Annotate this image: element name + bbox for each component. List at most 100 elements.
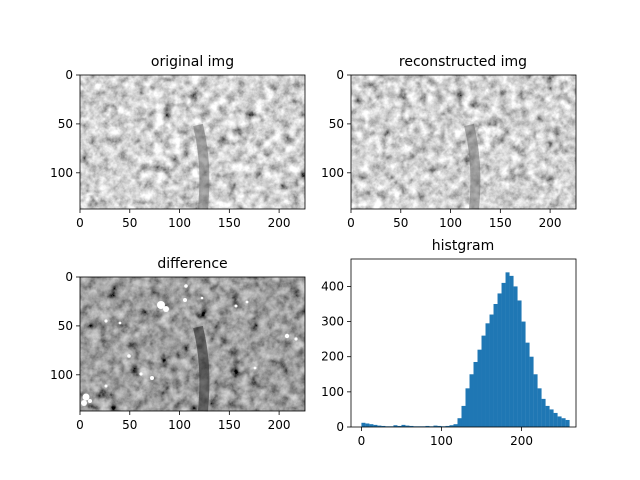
y-tick-label: 200: [321, 350, 344, 364]
histogram-bar: [437, 425, 442, 427]
subplot-title: difference: [157, 256, 227, 272]
difference-image-stem: [193, 325, 210, 412]
y-tick-label: 100: [50, 166, 73, 180]
y-tick-label: 50: [329, 117, 344, 131]
y-tick-label: 100: [321, 385, 344, 399]
histogram-bar: [497, 293, 502, 427]
x-tick-label: 0: [76, 216, 84, 230]
histogram-bar: [473, 361, 478, 427]
difference-highlights: [81, 284, 298, 406]
y-tick-label: 0: [65, 68, 73, 82]
histogram-bar: [525, 342, 530, 427]
x-tick-label: 0: [358, 434, 366, 448]
histogram-bar: [369, 424, 374, 427]
x-tick-label: 200: [539, 216, 562, 230]
difference-y-ticks: 0 50 100: [50, 270, 80, 382]
histogram-bar: [521, 321, 526, 427]
original-image: [80, 75, 305, 209]
y-tick-label: 0: [336, 420, 344, 434]
histogram-bar: [509, 275, 514, 427]
histogram-bar: [393, 425, 398, 427]
original-image-frame: [79, 74, 306, 210]
histogram-frame: [350, 258, 577, 428]
x-tick-label: 100: [430, 434, 453, 448]
original-y-ticks: 0 50 100: [50, 68, 80, 180]
y-tick-label: 100: [50, 368, 73, 382]
histogram-y-ticks: 0 100 200 300 400: [321, 279, 351, 434]
x-tick-label: 150: [218, 418, 241, 432]
x-tick-label: 100: [439, 216, 462, 230]
histogram-bar: [365, 423, 370, 427]
histogram-bar: [409, 425, 414, 427]
x-tick-label: 50: [393, 216, 408, 230]
histogram-bar: [537, 388, 542, 427]
y-tick-label: 400: [321, 279, 344, 293]
difference-image-frame: [79, 276, 306, 412]
original-image-stem: [193, 123, 210, 210]
subplot-original: original img 0 50 100 150 200 0 50 100: [50, 54, 306, 230]
histogram-bar: [433, 425, 438, 427]
histogram-bar: [561, 418, 566, 427]
histogram-bar: [513, 286, 518, 427]
histogram-bar: [449, 425, 454, 427]
reconstructed-image-frame: [350, 74, 577, 210]
histogram-bar: [425, 425, 430, 427]
histogram-bar: [489, 314, 494, 427]
reconstructed-x-ticks: 0 50 100 150 200: [347, 209, 562, 230]
histogram-bars: [361, 272, 570, 427]
original-x-ticks: 0 50 100 150 200: [76, 209, 291, 230]
x-tick-label: 100: [168, 216, 191, 230]
histogram-bar: [493, 303, 498, 427]
histogram-bar: [361, 422, 366, 427]
subplot-title: reconstructed img: [399, 54, 527, 70]
histogram-bar: [377, 425, 382, 427]
histogram-bar: [381, 425, 386, 427]
histogram-bar: [445, 425, 450, 427]
histogram-bar: [401, 424, 406, 427]
histogram-bar: [465, 388, 470, 427]
histogram-bar: [405, 425, 410, 427]
y-tick-label: 300: [321, 315, 344, 329]
x-tick-label: 200: [268, 216, 291, 230]
histogram-bar: [557, 416, 562, 427]
histogram-x-ticks: 0 100 200: [358, 427, 533, 448]
histogram-bar: [469, 374, 474, 427]
histogram-bar: [541, 398, 546, 427]
histogram-bar: [501, 282, 506, 427]
y-tick-label: 0: [65, 270, 73, 284]
histogram-bar: [553, 412, 558, 427]
histogram-bar: [485, 323, 490, 427]
histogram-bar: [533, 374, 538, 427]
subplot-reconstructed: reconstructed img 0 50 100 150 200 0 50 100: [321, 54, 577, 230]
difference-x-ticks: 0 50 100 150 200: [76, 411, 291, 432]
histogram-bar: [397, 425, 402, 427]
x-tick-label: 0: [76, 418, 84, 432]
histogram-bar: [517, 300, 522, 427]
histogram-bar: [529, 356, 534, 427]
y-tick-label: 100: [321, 166, 344, 180]
subplot-title: original img: [151, 54, 234, 70]
x-tick-label: 200: [268, 418, 291, 432]
x-tick-label: 200: [510, 434, 533, 448]
x-tick-label: 150: [218, 216, 241, 230]
x-tick-label: 100: [168, 418, 191, 432]
reconstructed-image: [351, 75, 576, 209]
histogram-bar: [457, 418, 462, 427]
subplot-title: histgram: [432, 238, 494, 254]
histogram-bar: [461, 405, 466, 427]
histogram-bar: [373, 424, 378, 427]
difference-image: [80, 277, 305, 411]
subplot-histogram: histgram 0 100 200 0 100 200 300 400: [321, 238, 577, 448]
histogram-bar: [505, 272, 510, 427]
histogram-bar: [453, 424, 458, 427]
histogram-bar: [481, 335, 486, 427]
histogram-bar: [545, 405, 550, 427]
reconstructed-image-stem: [464, 123, 481, 210]
histogram-bar: [549, 409, 554, 427]
x-tick-label: 50: [122, 216, 137, 230]
x-tick-label: 0: [347, 216, 355, 230]
y-tick-label: 0: [336, 68, 344, 82]
subplot-difference: difference 0 50 100 150 200 0 50 100: [50, 256, 306, 432]
x-tick-label: 50: [122, 418, 137, 432]
